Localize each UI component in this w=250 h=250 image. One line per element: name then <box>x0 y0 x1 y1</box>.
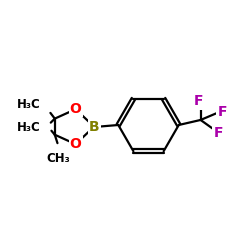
Text: CH₃: CH₃ <box>46 152 70 164</box>
Text: F: F <box>213 126 223 140</box>
Text: F: F <box>194 94 204 108</box>
Text: B: B <box>89 120 100 134</box>
Text: F: F <box>217 105 227 119</box>
Text: H₃C: H₃C <box>16 98 40 111</box>
Text: H₃C: H₃C <box>16 121 40 134</box>
Text: O: O <box>70 137 82 151</box>
Text: O: O <box>70 102 82 116</box>
Text: H₃C: H₃C <box>16 120 40 132</box>
